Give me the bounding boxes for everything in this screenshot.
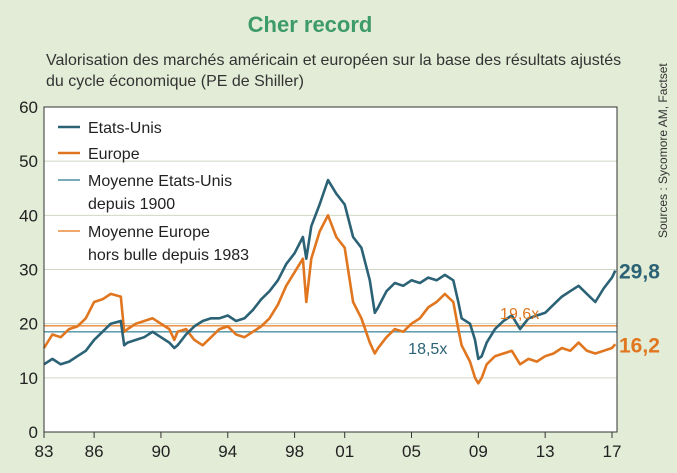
last-europe-value-label: 16,2: [619, 334, 660, 357]
legend-us-label: Etats-Unis: [88, 120, 162, 137]
y-tick-label-50: 50: [19, 152, 38, 171]
legend-avg-us-label: Moyenne Etats-Unis: [88, 173, 232, 190]
legend-avg-europe-label: Moyenne Europe: [88, 224, 210, 241]
annotations: 19,6x 18,5x 29,8 16,2: [408, 261, 660, 358]
x-tick-label-13: 13: [536, 442, 555, 461]
x-tick-label-98: 98: [285, 442, 304, 461]
last-us-value-label: 29,8: [619, 261, 660, 284]
x-tick-label-17: 17: [603, 442, 622, 461]
y-axis-ticks: 0 10 20 30 40 50 60: [19, 98, 38, 442]
y-tick-label-0: 0: [29, 423, 38, 442]
series-europe-line: [42, 214, 617, 385]
legend: Etats-Unis Europe Moyenne Etats-Unis depuis…: [58, 120, 249, 264]
x-tick-label-94: 94: [218, 442, 237, 461]
y-gridlines: [44, 107, 617, 432]
series-lines: [42, 178, 617, 385]
legend-avg-us-label-2: depuis 1900: [88, 196, 175, 213]
series-us-line: [43, 178, 617, 366]
y-tick-label-40: 40: [19, 206, 38, 225]
x-tick-label-86: 86: [85, 442, 104, 461]
legend-avg-europe-label-2: hors bulle depuis 1983: [88, 247, 249, 264]
y-tick-label-20: 20: [19, 315, 38, 334]
x-axis-ticks: 83 86 90 94 98 01 05 09 13 17: [35, 432, 622, 461]
avg-us-value-label: 18,5x: [408, 341, 447, 358]
x-tick-label-90: 90: [151, 442, 170, 461]
chart-subtitle: Valorisation des marchés américain et eu…: [46, 52, 622, 90]
x-tick-label-05: 05: [402, 442, 421, 461]
x-tick-label-09: 09: [469, 442, 488, 461]
x-tick-label-83: 83: [35, 442, 54, 461]
avg-europe-value-label: 19,6x: [500, 306, 539, 323]
chart-title: Cher record: [247, 12, 373, 37]
y-tick-label-10: 10: [19, 369, 38, 388]
plot-frame: [43, 106, 618, 433]
y-tick-label-30: 30: [19, 261, 38, 280]
x-tick-label-01: 01: [335, 442, 354, 461]
y-tick-label-60: 60: [19, 98, 38, 117]
legend-europe-label: Europe: [88, 146, 140, 163]
